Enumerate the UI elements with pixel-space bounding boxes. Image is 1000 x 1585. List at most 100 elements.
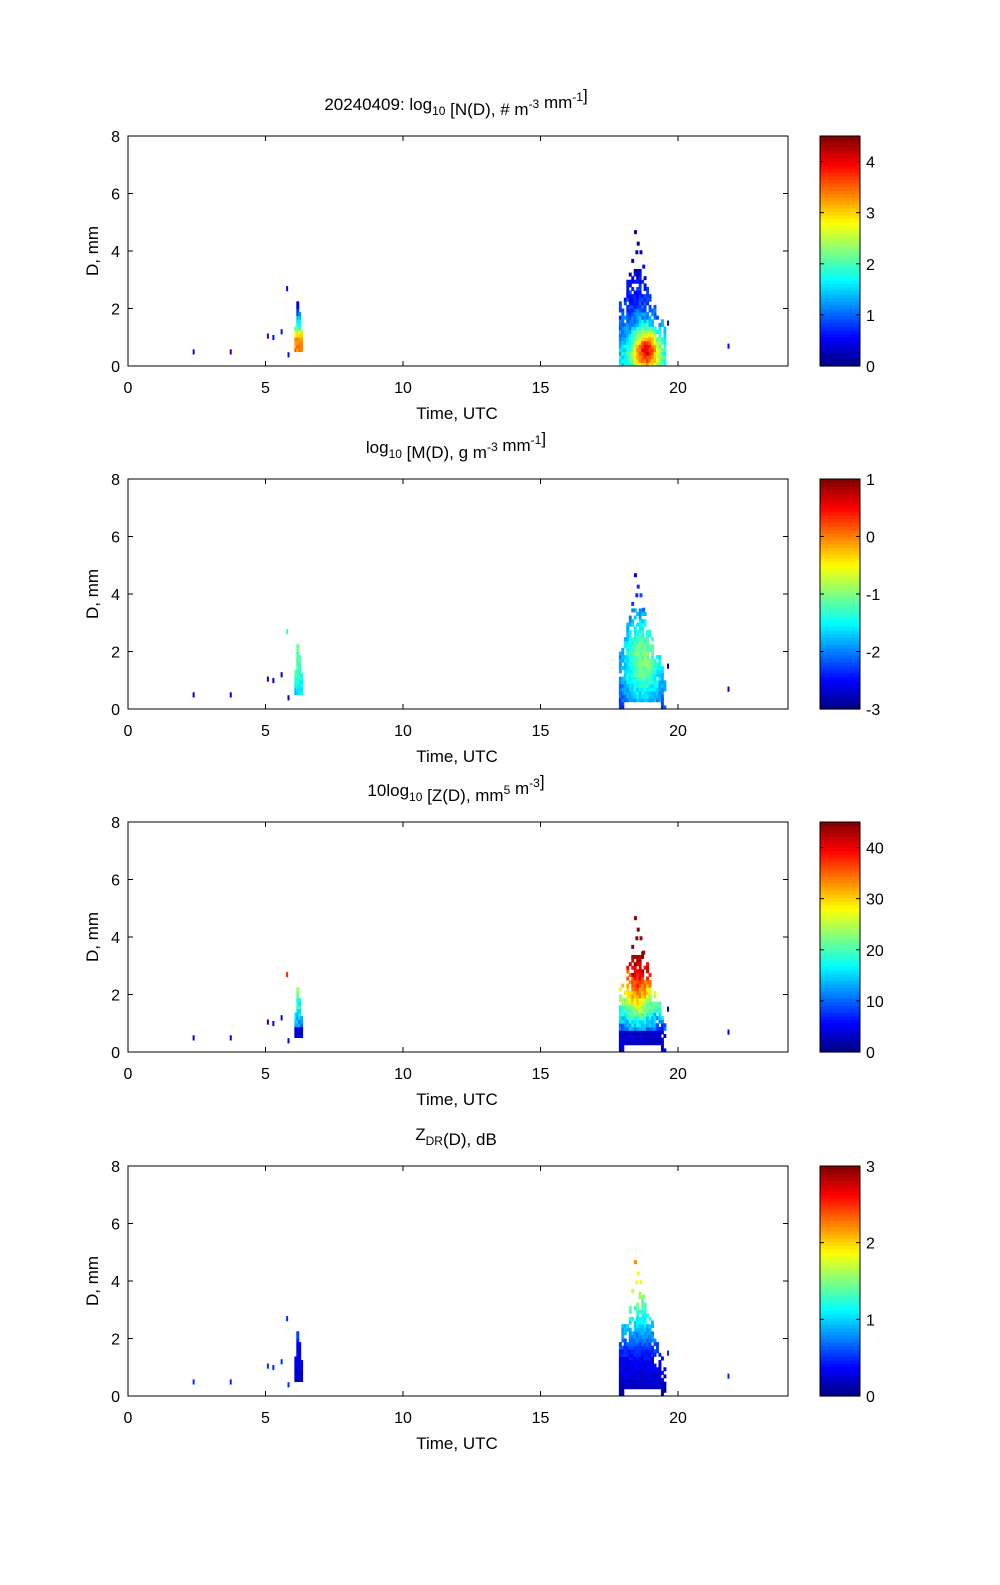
heatmap-cell — [296, 1331, 300, 1336]
heatmap-cell — [298, 1360, 302, 1365]
heatmap-cell — [660, 1385, 664, 1390]
heatmap-cell — [298, 1363, 302, 1368]
heatmap-cell — [638, 1041, 642, 1046]
heatmap-cell — [626, 1037, 630, 1042]
colorbar-segment — [820, 304, 860, 310]
x-tick-label: 20 — [669, 1066, 687, 1083]
heatmap-cell — [621, 701, 625, 706]
heatmap-cell — [631, 1016, 635, 1021]
heatmap-cell — [656, 330, 659, 335]
colorbar-segment — [820, 1026, 860, 1032]
heatmap-cell — [646, 1005, 650, 1010]
heatmap-cell — [631, 294, 635, 299]
heatmap-cell — [300, 1370, 304, 1375]
heatmap-cell — [646, 965, 650, 970]
heatmap-cell — [643, 1320, 647, 1325]
heatmap-cell — [294, 1360, 298, 1365]
heatmap-cell — [643, 1005, 647, 1010]
heatmap-cell — [663, 687, 667, 692]
heatmap-cell — [623, 658, 627, 663]
heatmap-cell — [300, 1363, 304, 1368]
colorbar-segment — [820, 504, 860, 509]
heatmap-cell — [628, 272, 632, 277]
heatmap-cell — [631, 1041, 635, 1046]
heatmap-cell — [623, 673, 627, 678]
heatmap-cell — [633, 994, 637, 999]
heatmap-cell — [643, 1367, 647, 1372]
heatmap-cell — [653, 1363, 657, 1368]
heatmap-cell — [636, 1012, 640, 1017]
heatmap-cell — [648, 1374, 652, 1379]
heatmap-cell — [623, 694, 627, 699]
heatmap-cell — [646, 1378, 650, 1383]
x-tick-label: 10 — [394, 1410, 412, 1427]
colorbar-segment — [820, 522, 860, 527]
heatmap-cell — [623, 362, 627, 367]
heatmap-cell — [641, 351, 645, 356]
heatmap-cell — [631, 1342, 635, 1347]
heatmap-cell — [643, 344, 647, 349]
heatmap-cell — [631, 1026, 635, 1031]
heatmap-cell — [298, 1019, 302, 1024]
heatmap-cell — [642, 264, 646, 269]
heatmap-cell — [653, 1001, 657, 1006]
heatmap-cell — [631, 258, 635, 263]
heatmap-cell — [635, 593, 639, 598]
heatmap-cell — [651, 1385, 654, 1390]
heatmap-cell — [653, 1338, 657, 1343]
heatmap-cell — [648, 1345, 652, 1350]
heatmap-cell — [296, 683, 300, 688]
colorbar-segment — [820, 1183, 860, 1189]
heatmap-cell — [626, 1008, 630, 1013]
heatmap-cell — [296, 333, 300, 338]
heatmap-cell — [298, 680, 302, 685]
heatmap-cell — [641, 980, 645, 985]
colorbar-segment — [820, 843, 860, 848]
heatmap-cell — [643, 698, 647, 703]
heatmap-cell — [628, 1360, 632, 1365]
heatmap-cell — [653, 990, 657, 995]
x-tick-label: 15 — [532, 1066, 550, 1083]
heatmap-cell — [636, 1327, 640, 1332]
heatmap-cell — [628, 344, 632, 349]
colorbar-segment — [820, 933, 860, 938]
heatmap-cell — [631, 1012, 635, 1017]
heatmap-cell — [651, 1338, 654, 1343]
heatmap-cell — [294, 1019, 298, 1024]
colorbar-segment — [820, 1295, 860, 1300]
heatmap-cell — [641, 983, 645, 988]
heatmap-cell — [648, 355, 652, 360]
heatmap-cell — [621, 344, 625, 349]
heatmap-cell — [641, 633, 645, 638]
heatmap-cell — [660, 1388, 664, 1393]
heatmap-cell — [636, 1019, 640, 1024]
heatmap-cell — [633, 640, 637, 645]
heatmap-cell — [638, 651, 642, 656]
heatmap-cell — [643, 1352, 647, 1357]
heatmap-cell — [298, 1352, 302, 1357]
heatmap-cell — [633, 1019, 637, 1024]
heatmap-cell — [651, 1345, 654, 1350]
heatmap-cell — [636, 994, 640, 999]
heatmap-cell — [287, 352, 290, 358]
heatmap-cell — [621, 651, 625, 656]
heatmap-cell — [633, 304, 637, 309]
heatmap-cell — [646, 691, 650, 696]
heatmap-cell — [636, 1381, 640, 1386]
heatmap-cell — [727, 343, 730, 349]
colorbar-segment — [820, 640, 860, 645]
heatmap-cell — [663, 330, 667, 335]
heatmap-cell — [628, 1352, 632, 1357]
heatmap-cell — [656, 691, 659, 696]
heatmap-cell — [618, 362, 622, 367]
heatmap-cell — [626, 279, 630, 284]
heatmap-cell — [658, 344, 662, 349]
heatmap-cell — [658, 348, 662, 353]
heatmap-cell — [653, 348, 657, 353]
heatmap-cell — [618, 1016, 622, 1021]
heatmap-cell — [272, 1364, 275, 1371]
heatmap-cell — [641, 1338, 645, 1343]
heatmap-cell — [618, 337, 622, 342]
heatmap-cell — [648, 1316, 652, 1321]
heatmap-cell — [643, 1331, 647, 1336]
